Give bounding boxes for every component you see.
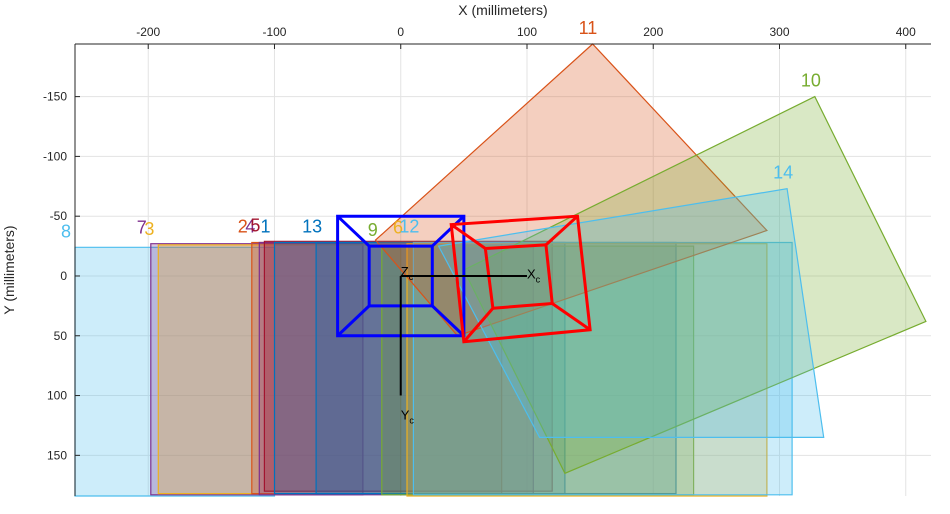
board-label-8: 8 [61, 221, 71, 241]
y-tick-label: -100 [43, 149, 67, 163]
board-label-10: 10 [801, 71, 821, 91]
camera-frustum-edge [431, 304, 465, 337]
y-tick-label: 100 [47, 389, 67, 403]
x-tick-label: 200 [643, 25, 663, 39]
y-axis-title: Y (millimeters) [1, 225, 17, 314]
board-label-14: 14 [773, 163, 793, 183]
camera-frustum-edge [431, 215, 465, 248]
x-tick-label: -100 [262, 25, 286, 39]
y-tick-label: 0 [60, 269, 67, 283]
camera2-frustum-edge [450, 223, 487, 250]
x-tick-label: 100 [517, 25, 537, 39]
board-label-4: 4 [245, 216, 255, 236]
y-tick-label: -150 [43, 90, 67, 104]
y-tick-label: 50 [54, 329, 68, 343]
camera2-frustum-edge [544, 215, 579, 246]
camera2-frustum-edge [462, 307, 495, 343]
board-label-1: 1 [260, 216, 270, 236]
camera2-frustum-edge [551, 302, 591, 332]
board-label-7: 7 [137, 218, 147, 238]
board-label-11: 11 [579, 18, 598, 38]
x-axis-title: X (millimeters) [458, 2, 547, 18]
x-tick-label: 300 [769, 25, 789, 39]
tick-labels: -200 -100 0 100 200 300 400 -150 -100 -50 0 50 100 15… [43, 25, 916, 462]
x-tick-label: -200 [136, 25, 160, 39]
x-tick-label: 400 [896, 25, 916, 39]
board-label-6: 6 [393, 218, 403, 238]
board-14 [437, 188, 825, 438]
board-label-5: 5 [250, 215, 260, 235]
board-label-2: 2 [238, 216, 248, 236]
x-tick-label: 0 [397, 25, 404, 39]
camera-frustum-edge [336, 304, 371, 337]
board-label-12: 12 [399, 216, 419, 236]
board-label-13: 13 [302, 216, 322, 236]
y-tick-label: 150 [47, 448, 67, 462]
board-labels-layer: 8 73 245 1 13 9 612 11 10 14 [61, 18, 821, 241]
camera-frustum-edge [336, 215, 371, 248]
board-label-9: 9 [368, 220, 378, 240]
board-label-3: 3 [144, 219, 154, 239]
y-tick-label: -50 [50, 209, 68, 223]
axes [74, 43, 931, 496]
